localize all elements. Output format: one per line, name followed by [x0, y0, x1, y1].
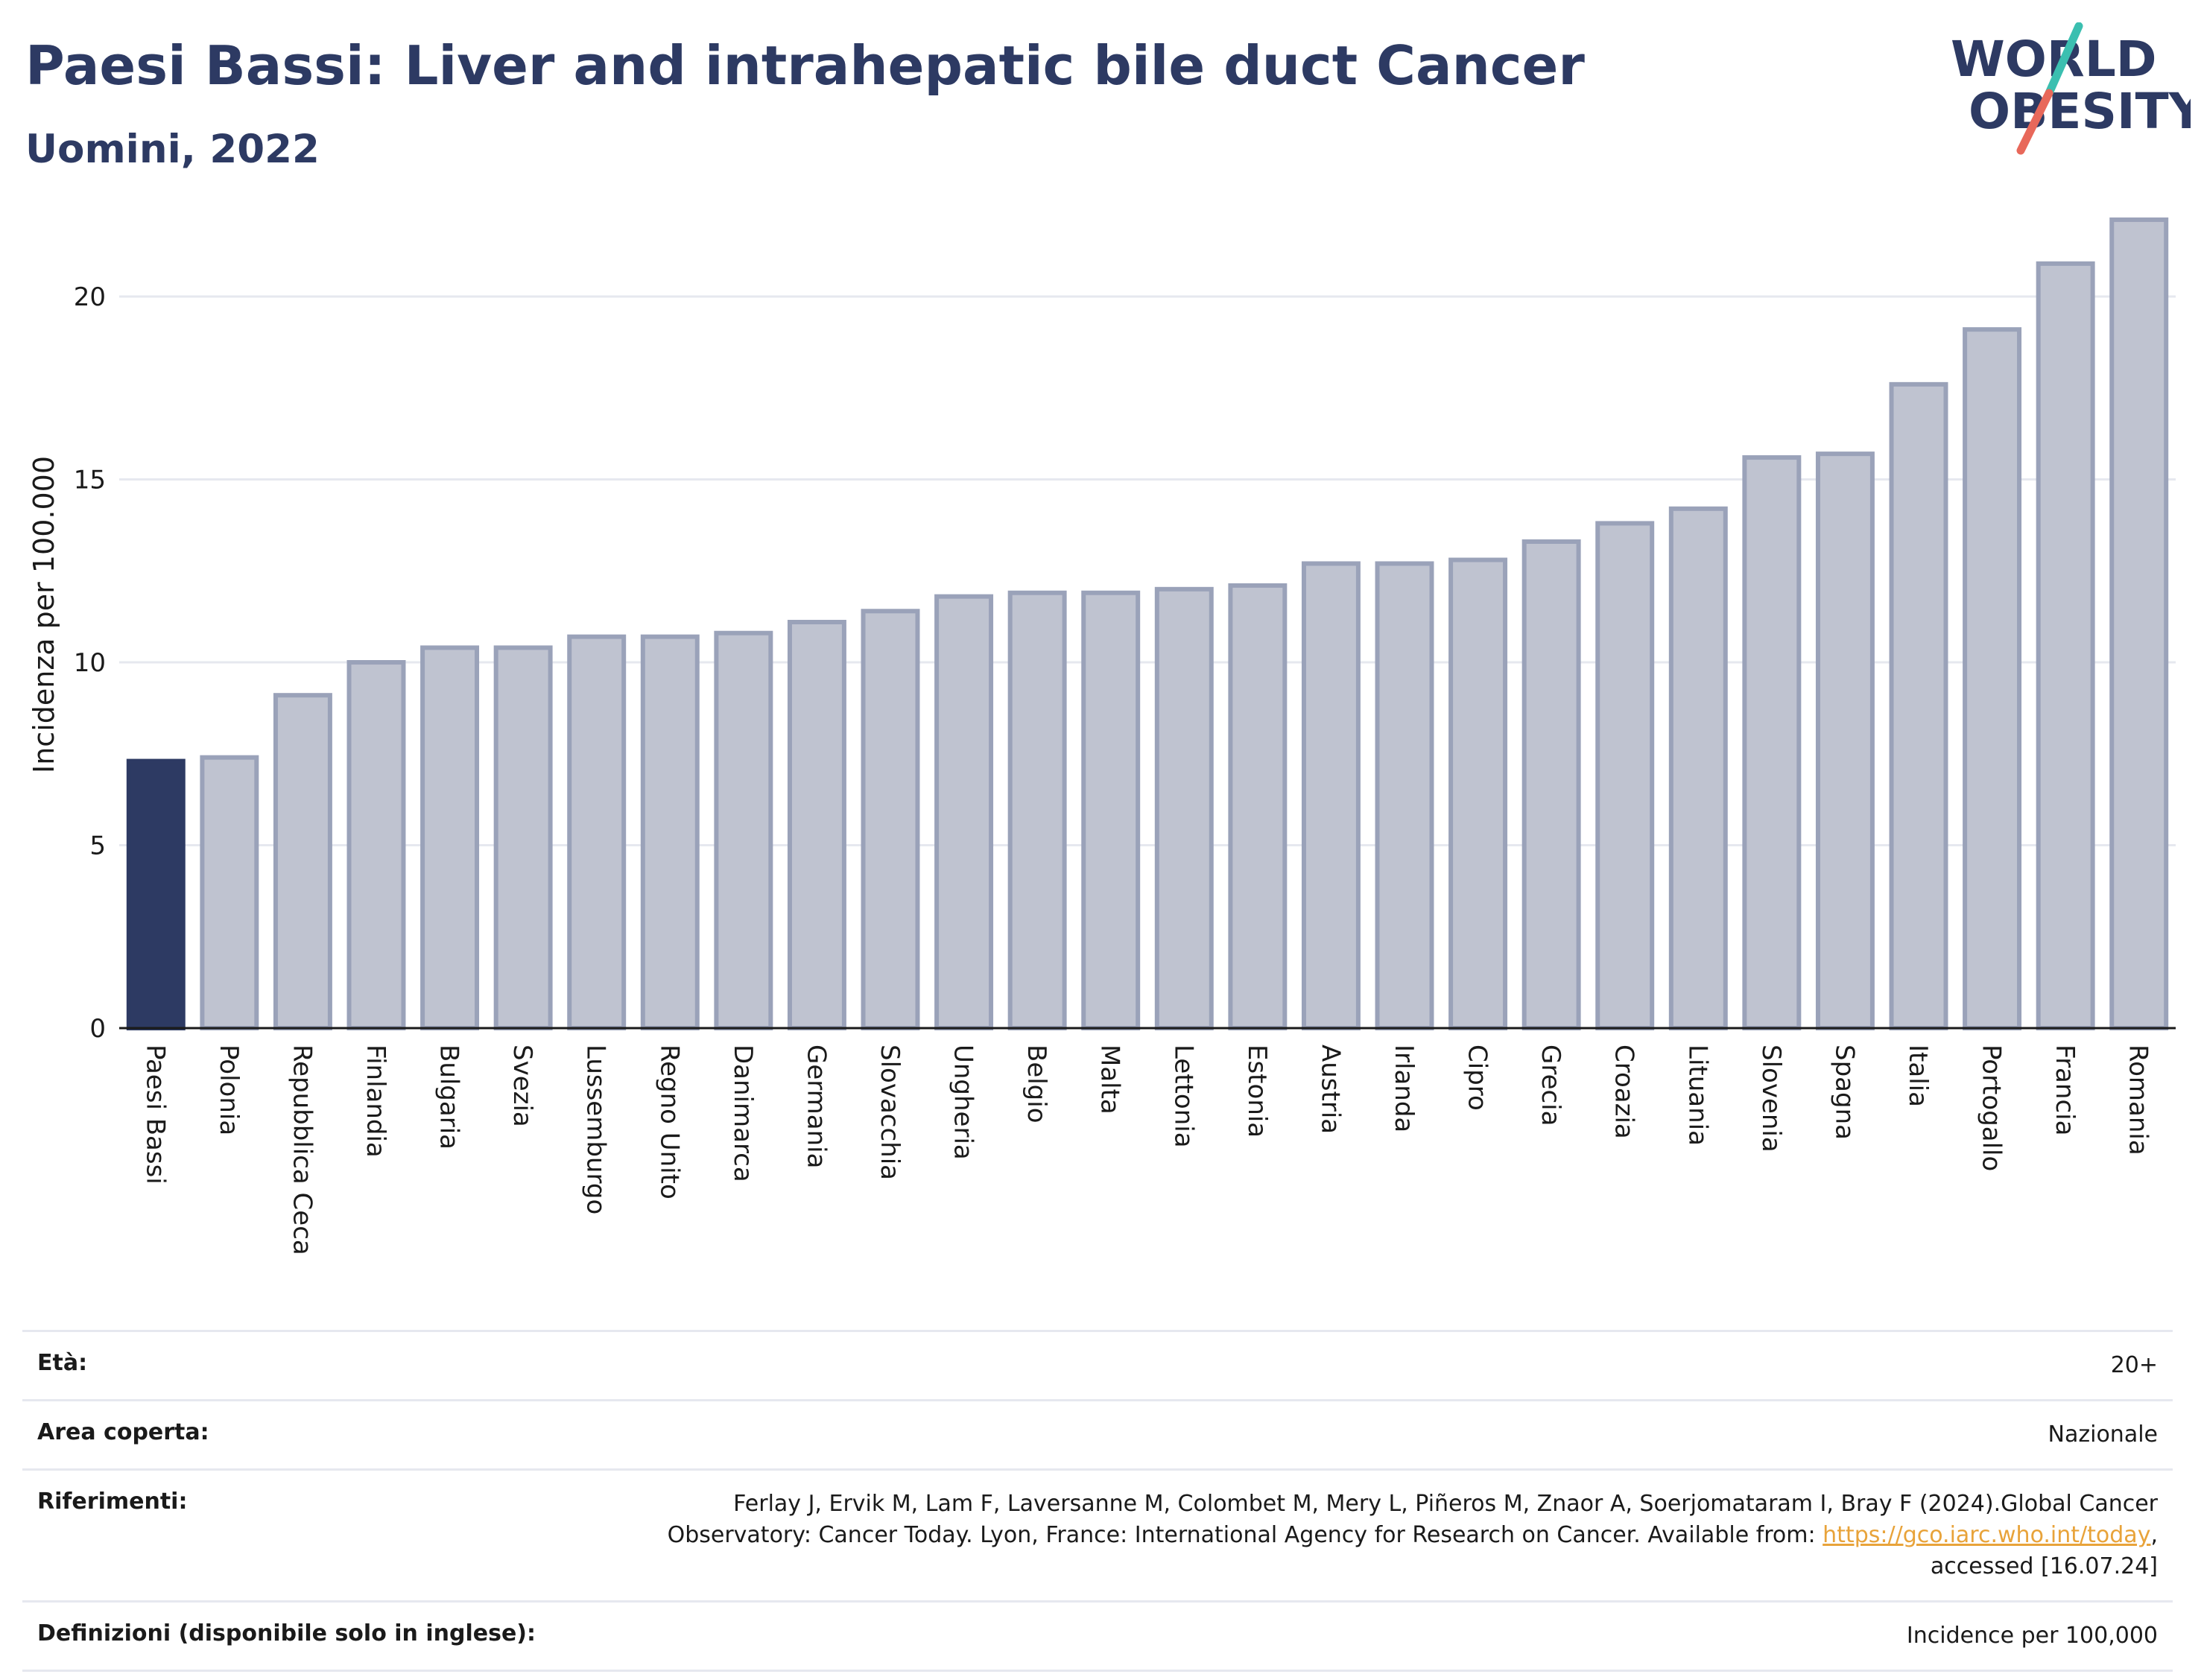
bar-repubblica-ceca [273, 693, 332, 1030]
chart-title: Paesi Bassi: Liver and intrahepatic bile… [25, 34, 1585, 97]
reference-line-3: accessed [16.07.24] [1930, 1553, 2158, 1579]
info-row-age: Età: 20+ [22, 1330, 2173, 1399]
x-tick-label: Estonia [1242, 1045, 1272, 1138]
bar-ungheria [934, 594, 994, 1030]
y-tick-label: 15 [74, 466, 106, 495]
info-label-age: Età: [37, 1350, 88, 1376]
info-label-references: Riferimenti: [37, 1489, 188, 1515]
x-tick-label: Germania [801, 1045, 831, 1168]
info-value-references: Ferlay J, Ervik M, Lam F, Laversanne M, … [668, 1489, 2158, 1582]
info-label-area: Area coperta: [37, 1419, 209, 1445]
bar-estonia [1228, 583, 1288, 1030]
bar-portogallo [1963, 327, 2022, 1030]
bar-cipro [1448, 557, 1508, 1030]
y-tick-label: 20 [74, 282, 106, 312]
x-tick-label: Svezia [507, 1045, 537, 1127]
x-tick-label: Austria [1315, 1045, 1345, 1134]
info-table: Età: 20+ Area coperta: Nazionale Riferim… [22, 1330, 2173, 1672]
bar-slovacchia [861, 609, 920, 1030]
bar-finlandia [346, 660, 406, 1031]
bar-italia [1889, 381, 1948, 1030]
bar-belgio [1007, 590, 1067, 1030]
reference-line-1: Ferlay J, Ervik M, Lam F, Laversanne M, … [733, 1491, 2158, 1517]
chart-subtitle: Uomini, 2022 [25, 127, 320, 172]
x-tick-label: Francia [2050, 1045, 2080, 1135]
reference-line-2: Observatory: Cancer Today. Lyon, France:… [667, 1522, 1823, 1548]
x-tick-label: Lettonia [1168, 1045, 1198, 1148]
x-tick-label: Paesi Bassi [140, 1045, 170, 1185]
x-tick-label: Lussemburgo [581, 1045, 611, 1214]
bar-austria [1301, 561, 1361, 1030]
info-row-area: Area coperta: Nazionale [22, 1399, 2173, 1468]
bar-grecia [1521, 539, 1581, 1030]
bar-lussemburgo [567, 634, 627, 1030]
info-value-definitions: Incidence per 100,000 [1906, 1623, 2158, 1649]
x-tick-label: Finlandia [361, 1045, 390, 1158]
x-tick-label: Grecia [1536, 1045, 1565, 1126]
y-axis-ticks: 0 5 10 15 20 [74, 282, 106, 1044]
y-tick-label: 0 [89, 1014, 106, 1044]
x-tick-label: Malta [1095, 1045, 1125, 1115]
bar-germania [787, 620, 846, 1030]
y-axis-title: Incidenza per 100.000 [28, 456, 60, 773]
bar-malta [1081, 590, 1141, 1030]
bar-danimarca [714, 630, 773, 1030]
info-label-definitions: Definizioni (disponibile solo in inglese… [37, 1620, 536, 1646]
bar-bulgaria [420, 645, 480, 1031]
world-obesity-logo: WORLD OBESITY [1951, 22, 2191, 155]
x-tick-label: Polonia [214, 1045, 244, 1135]
x-tick-label: Slovacchia [875, 1045, 905, 1180]
bar-chart: 0 5 10 15 20 Paesi Bassi Polonia Repubblica Ce… [28, 217, 2176, 1255]
x-tick-label: Croazia [1609, 1045, 1639, 1139]
x-tick-label: Lituania [1682, 1045, 1712, 1146]
bar-lituania [1668, 506, 1728, 1030]
bars [126, 217, 2169, 1031]
reference-link[interactable]: https://gco.iarc.who.int/today [1823, 1522, 2151, 1548]
x-tick-label: Regno Unito [654, 1045, 684, 1199]
x-tick-label: Danimarca [728, 1045, 758, 1182]
bar-lettonia [1154, 586, 1214, 1030]
bar-polonia [200, 755, 259, 1031]
bar-slovenia [1742, 455, 1802, 1030]
logo-slash-top [2045, 22, 2083, 98]
x-tick-label: Bulgaria [434, 1045, 464, 1150]
x-axis-labels: Paesi Bassi Polonia Repubblica Ceca Finland… [140, 1045, 2153, 1255]
x-tick-label: Slovenia [1756, 1045, 1786, 1153]
bar-svezia [493, 645, 553, 1031]
info-row-references: Riferimenti: Ferlay J, Ervik M, Lam F, L… [22, 1468, 2173, 1600]
x-tick-label: Repubblica Ceca [287, 1045, 317, 1255]
bar-croazia [1595, 521, 1655, 1030]
x-tick-label: Spagna [1829, 1045, 1859, 1140]
info-value-age: 20+ [2110, 1352, 2158, 1378]
x-tick-label: Cipro [1463, 1045, 1492, 1111]
x-tick-label: Belgio [1022, 1045, 1051, 1123]
x-tick-label: Ungheria [949, 1045, 978, 1160]
info-value-area: Nazionale [2048, 1421, 2158, 1448]
logo-slash-bottom [2016, 89, 2053, 155]
bar-irlanda [1375, 561, 1434, 1030]
x-tick-label: Romania [2124, 1045, 2153, 1156]
bar-romania [2109, 217, 2169, 1030]
bar-spagna [1815, 451, 1875, 1030]
y-tick-label: 5 [89, 831, 106, 861]
x-tick-label: Portogallo [1977, 1045, 2007, 1171]
x-tick-label: Italia [1903, 1045, 1933, 1107]
info-row-definitions: Definizioni (disponibile solo in inglese… [22, 1600, 2173, 1672]
logo-text-obesity: OBESITY [1969, 83, 2191, 140]
y-tick-label: 10 [74, 648, 106, 678]
bar-regno-unito [640, 634, 700, 1030]
reference-line-2-suffix: , [2150, 1522, 2158, 1548]
x-tick-label: Irlanda [1389, 1045, 1419, 1132]
bar-paesi-bassi [126, 758, 186, 1031]
bar-francia [2036, 261, 2095, 1030]
